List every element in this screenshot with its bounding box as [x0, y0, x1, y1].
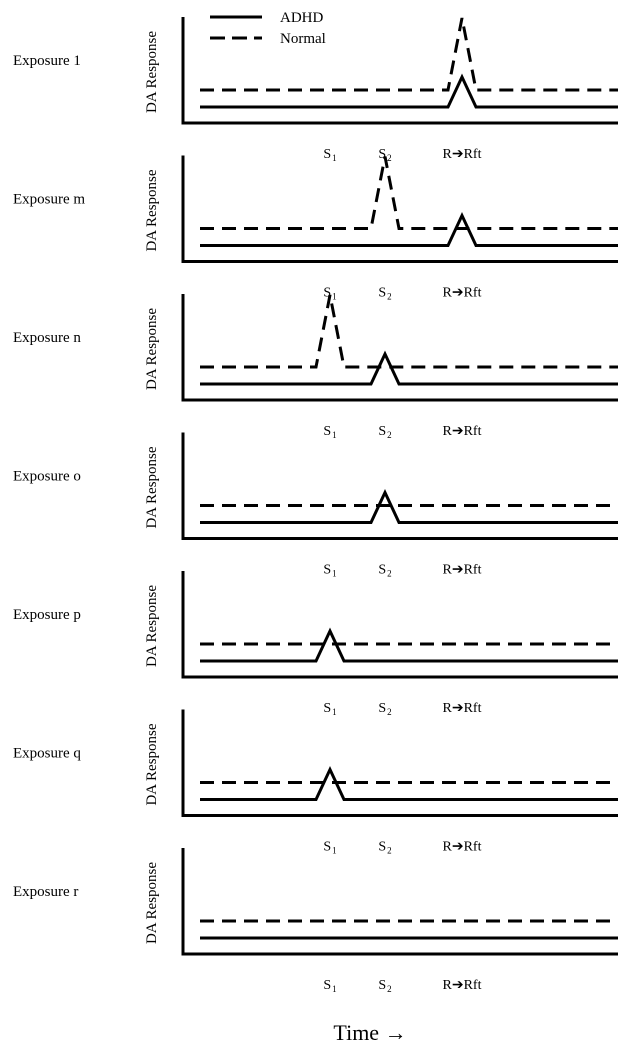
axes: [181, 571, 618, 679]
series-normal: [200, 17, 618, 92]
panel-7: Exposure r DA Response S1 S2 R➔Rft: [13, 848, 618, 994]
tick-label: S2: [378, 286, 391, 302]
x-axis-label: Time →: [333, 1020, 406, 1045]
panel-2: Exposure m DA Response S1 S2 R➔Rft: [13, 155, 618, 302]
series-adhd: [200, 73, 618, 109]
tick-label: S1: [323, 563, 336, 579]
tick-label: S2: [378, 147, 391, 163]
tick-label: R➔Rft: [443, 701, 482, 716]
tick-label: S1: [323, 978, 336, 994]
tick-label: S2: [378, 978, 391, 994]
axes: [181, 848, 618, 956]
axes: [181, 155, 618, 263]
y-axis-label: DA Response: [144, 308, 160, 390]
y-axis-label: DA Response: [144, 585, 160, 667]
axes: [181, 709, 618, 817]
panel-6: Exposure q DA Response S1 S2 R➔Rft: [13, 709, 618, 856]
tick-label: S2: [378, 701, 391, 717]
tick-label: S1: [323, 286, 336, 302]
y-axis-label: DA Response: [144, 446, 160, 528]
tick-label: S1: [323, 840, 336, 856]
tick-label: S1: [323, 147, 336, 163]
tick-label: R➔Rft: [443, 563, 482, 578]
tick-label: R➔Rft: [443, 286, 482, 301]
y-axis-label: DA Response: [144, 862, 160, 944]
panel-3: Exposure n DA Response S1 S2 R➔Rft: [13, 294, 618, 440]
series-adhd: [200, 627, 618, 663]
series-normal: [200, 156, 618, 230]
series-adhd: [200, 211, 618, 247]
panel-1: Exposure 1 DA Response S1 S2 R➔Rft: [13, 17, 618, 163]
axes: [181, 17, 618, 125]
panel-label: Exposure p: [13, 607, 81, 623]
tick-label: R➔Rft: [443, 147, 482, 162]
series-adhd: [200, 765, 618, 801]
series-normal: [200, 294, 618, 369]
tick-label: R➔Rft: [443, 978, 482, 993]
y-axis-label: DA Response: [144, 31, 160, 113]
tick-label: R➔Rft: [443, 840, 482, 855]
panel-label: Exposure m: [13, 192, 85, 208]
legend: ADHD Normal: [210, 10, 326, 47]
tick-label: S2: [378, 424, 391, 440]
tick-label: S2: [378, 563, 391, 579]
axes: [181, 432, 618, 540]
tick-label: S2: [378, 840, 391, 856]
panel-label: Exposure o: [13, 469, 81, 485]
panel-label: Exposure 1: [13, 53, 81, 69]
legend-label-normal: Normal: [280, 31, 326, 47]
series-adhd: [200, 488, 618, 524]
panel-label: Exposure q: [13, 746, 81, 762]
axes: [181, 294, 618, 402]
y-axis-label: DA Response: [144, 723, 160, 805]
panel-4: Exposure o DA Response S1 S2 R➔Rft: [13, 432, 618, 579]
y-axis-label: DA Response: [144, 169, 160, 251]
legend-label-adhd: ADHD: [280, 10, 323, 26]
tick-label: R➔Rft: [443, 424, 482, 439]
tick-label: S1: [323, 701, 336, 717]
panel-5: Exposure p DA Response S1 S2 R➔Rft: [13, 571, 618, 717]
tick-label: S1: [323, 424, 336, 440]
series-adhd: [200, 350, 618, 386]
panel-label: Exposure r: [13, 884, 78, 900]
panel-label: Exposure n: [13, 330, 81, 346]
